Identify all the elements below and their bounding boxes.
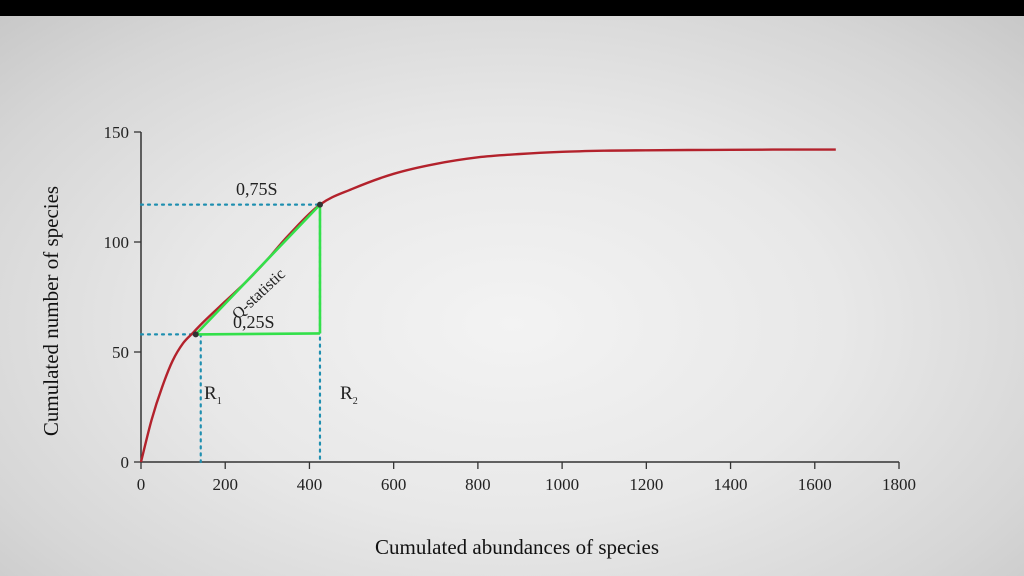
x-tick-label: 800 xyxy=(465,475,491,494)
x-tick-label: 0 xyxy=(137,475,146,494)
accumulation-curve xyxy=(139,148,836,463)
x-tick-label: 1200 xyxy=(629,475,663,494)
r2-point xyxy=(316,201,323,208)
tick-labels: 0 200 400 600 800 1000 1200 1400 1600 1800 0 50 100 1… xyxy=(104,123,917,494)
y-tick-label: 50 xyxy=(112,343,129,362)
axes xyxy=(134,131,900,469)
y-tick-label: 150 xyxy=(104,123,130,142)
x-tick-label: 1800 xyxy=(882,475,916,494)
y-axis-title: Cumulated number of species xyxy=(39,186,63,436)
slide-canvas: 0 200 400 600 800 1000 1200 1400 1600 1800 0 50 100 1… xyxy=(0,16,1024,576)
x-tick-label: 1000 xyxy=(545,475,579,494)
x-tick-label: 200 xyxy=(212,475,238,494)
x-axis-title: Cumulated abundances of species xyxy=(375,535,659,559)
accumulation-curve-chart: 0 200 400 600 800 1000 1200 1400 1600 1800 0 50 100 1… xyxy=(39,123,917,559)
y-tick-label: 100 xyxy=(104,233,130,252)
x-tick-label: 1600 xyxy=(798,475,832,494)
label-075s: 0,75S xyxy=(236,179,278,199)
label-r2: R2 xyxy=(340,383,358,407)
y-tick-label: 0 xyxy=(121,453,130,472)
q-base-line xyxy=(195,332,320,336)
r1-point xyxy=(192,331,199,338)
x-tick-label: 400 xyxy=(297,475,323,494)
q-statistic-triangle xyxy=(192,201,323,338)
x-tick-label: 1400 xyxy=(714,475,748,494)
label-025s: 0,25S xyxy=(233,312,275,332)
q-slope-line xyxy=(194,203,321,336)
curve-layer xyxy=(139,148,836,463)
x-tick-label: 600 xyxy=(381,475,407,494)
label-r1: R1 xyxy=(204,383,222,407)
